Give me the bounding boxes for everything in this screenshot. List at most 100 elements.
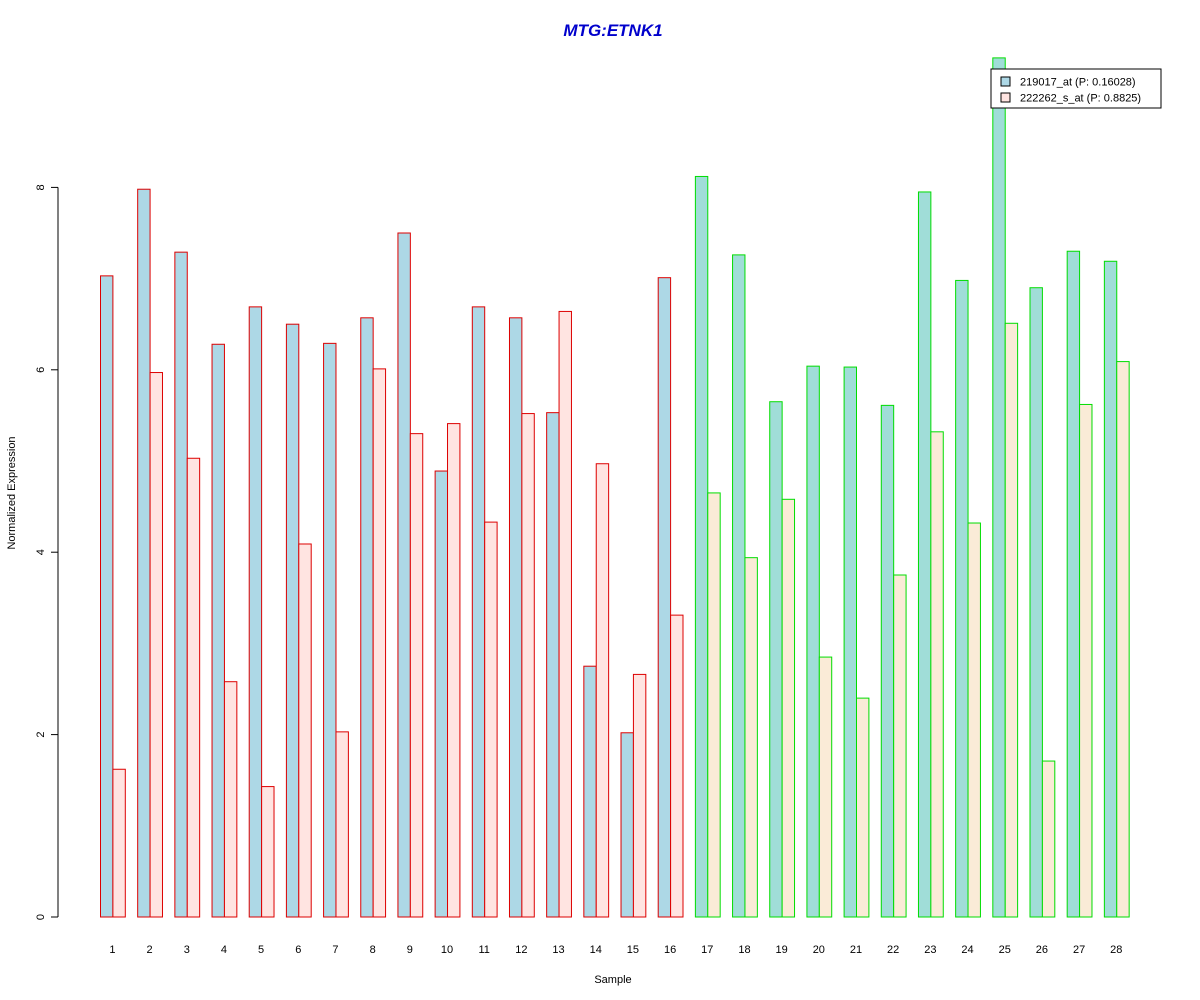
bar-222262-s-at bbox=[1004, 322, 1019, 918]
x-tick-label: 7 bbox=[332, 944, 338, 956]
bar-219017-at bbox=[100, 275, 114, 918]
bar-222262-s-at bbox=[856, 697, 870, 918]
bar-219017-at bbox=[508, 317, 523, 918]
x-tick-label: 1 bbox=[109, 944, 115, 956]
y-tick-label: 8 bbox=[35, 184, 47, 190]
bar-219017-at bbox=[843, 366, 857, 918]
x-tick-label: 2 bbox=[147, 944, 153, 956]
x-tick-label: 18 bbox=[738, 944, 750, 956]
x-tick-label: 27 bbox=[1073, 944, 1085, 956]
bar-222262-s-at bbox=[781, 498, 796, 918]
bar-219017-at bbox=[546, 412, 560, 918]
bars bbox=[100, 57, 1130, 918]
legend: 219017_at (P: 0.16028) 222262_s_at (P: 0.… bbox=[990, 68, 1162, 109]
bar-219017-at bbox=[657, 277, 672, 918]
bar-219017-at bbox=[323, 342, 337, 918]
bar-222262-s-at bbox=[893, 574, 907, 918]
y-tick-label: 2 bbox=[35, 732, 47, 738]
legend-label: 222262_s_at (P: 0.8825) bbox=[1020, 93, 1141, 105]
x-tick-label: 13 bbox=[552, 944, 564, 956]
bar-219017-at bbox=[471, 306, 486, 918]
bar-222262-s-at bbox=[372, 368, 387, 918]
x-tick-label: 12 bbox=[515, 944, 527, 956]
chart-title: MTG:ETNK1 bbox=[563, 21, 662, 40]
bar-219017-at bbox=[806, 365, 820, 918]
bar-222262-s-at bbox=[930, 431, 944, 918]
x-tick-label: 3 bbox=[184, 944, 190, 956]
x-tick-label: 16 bbox=[664, 944, 676, 956]
bar-222262-s-at bbox=[707, 492, 721, 918]
bar-222262-s-at bbox=[744, 557, 758, 918]
x-tick-label: 14 bbox=[590, 944, 602, 956]
bar-222262-s-at bbox=[335, 731, 349, 918]
bar-219017-at bbox=[1029, 287, 1043, 918]
bar-222262-s-at bbox=[261, 786, 275, 918]
bar-219017-at bbox=[992, 57, 1006, 918]
bar-222262-s-at bbox=[223, 681, 238, 918]
bar-222262-s-at bbox=[409, 433, 424, 918]
bar-219017-at bbox=[137, 188, 151, 918]
x-tick-label: 10 bbox=[441, 944, 453, 956]
bar-222262-s-at bbox=[595, 463, 610, 918]
x-tick-label: 6 bbox=[295, 944, 301, 956]
x-tick-label: 28 bbox=[1110, 944, 1122, 956]
x-tick-label: 26 bbox=[1036, 944, 1048, 956]
x-tick-label: 22 bbox=[887, 944, 899, 956]
bar-222262-s-at bbox=[558, 310, 572, 918]
x-tick-label: 4 bbox=[221, 944, 227, 956]
y-axis-label: Normalized Expression bbox=[6, 436, 18, 549]
bar-219017-at bbox=[360, 317, 374, 918]
x-tick-label: 20 bbox=[813, 944, 825, 956]
x-tick-label: 8 bbox=[370, 944, 376, 956]
y-tick-label: 6 bbox=[35, 367, 47, 373]
bar-219017-at bbox=[211, 343, 225, 918]
legend-box bbox=[990, 68, 1162, 109]
y-tick-label: 4 bbox=[35, 549, 47, 555]
bar-222262-s-at bbox=[632, 673, 647, 918]
bar-222262-s-at bbox=[1079, 403, 1093, 918]
x-axis-label: Sample bbox=[594, 974, 631, 986]
bar-219017-at bbox=[732, 254, 746, 918]
bar-219017-at bbox=[174, 251, 188, 918]
legend-swatch bbox=[1000, 92, 1011, 103]
x-tick-label: 9 bbox=[407, 944, 413, 956]
bar-222262-s-at bbox=[112, 768, 126, 918]
bar-219017-at bbox=[285, 323, 300, 918]
bar-222262-s-at bbox=[298, 543, 312, 918]
bar-219017-at bbox=[1103, 260, 1118, 918]
bar-222262-s-at bbox=[484, 521, 498, 918]
bar-219017-at bbox=[248, 306, 263, 918]
x-tick-label: 17 bbox=[701, 944, 713, 956]
bar-219017-at bbox=[1066, 250, 1081, 918]
bar-222262-s-at bbox=[670, 614, 684, 918]
legend-swatch bbox=[1000, 76, 1011, 87]
y-axis: 0 2 4 6 8 bbox=[35, 184, 59, 920]
bar-222262-s-at bbox=[967, 522, 981, 918]
x-tick-label: 15 bbox=[627, 944, 639, 956]
bar-222262-s-at bbox=[521, 413, 535, 918]
x-tick-label: 19 bbox=[776, 944, 788, 956]
bar-219017-at bbox=[880, 404, 895, 918]
x-tick-label: 24 bbox=[961, 944, 973, 956]
bar-222262-s-at bbox=[149, 372, 163, 918]
legend-label: 219017_at (P: 0.16028) bbox=[1020, 77, 1136, 89]
bar-222262-s-at bbox=[818, 656, 833, 918]
bar-222262-s-at bbox=[1116, 361, 1130, 918]
x-tick-label: 21 bbox=[850, 944, 862, 956]
bar-219017-at bbox=[917, 191, 932, 918]
bar-219017-at bbox=[434, 470, 449, 918]
bar-219017-at bbox=[397, 232, 411, 918]
bar-219017-at bbox=[620, 732, 634, 918]
bar-222262-s-at bbox=[186, 457, 201, 918]
bar-219017-at bbox=[769, 401, 783, 918]
y-tick-label: 0 bbox=[35, 914, 47, 920]
bar-219017-at bbox=[583, 665, 597, 918]
bar-222262-s-at bbox=[447, 423, 461, 918]
bar-219017-at bbox=[694, 175, 709, 918]
x-tick-label: 11 bbox=[478, 944, 489, 956]
x-axis-labels: 1 2 3 4 5 6 7 8 9 10 11 12 13 14 15 16 17 18 19 20 21 22 23 24 2… bbox=[109, 944, 1122, 956]
bar-219017-at bbox=[955, 279, 969, 918]
x-tick-label: 25 bbox=[999, 944, 1011, 956]
bar-222262-s-at bbox=[1041, 760, 1056, 918]
